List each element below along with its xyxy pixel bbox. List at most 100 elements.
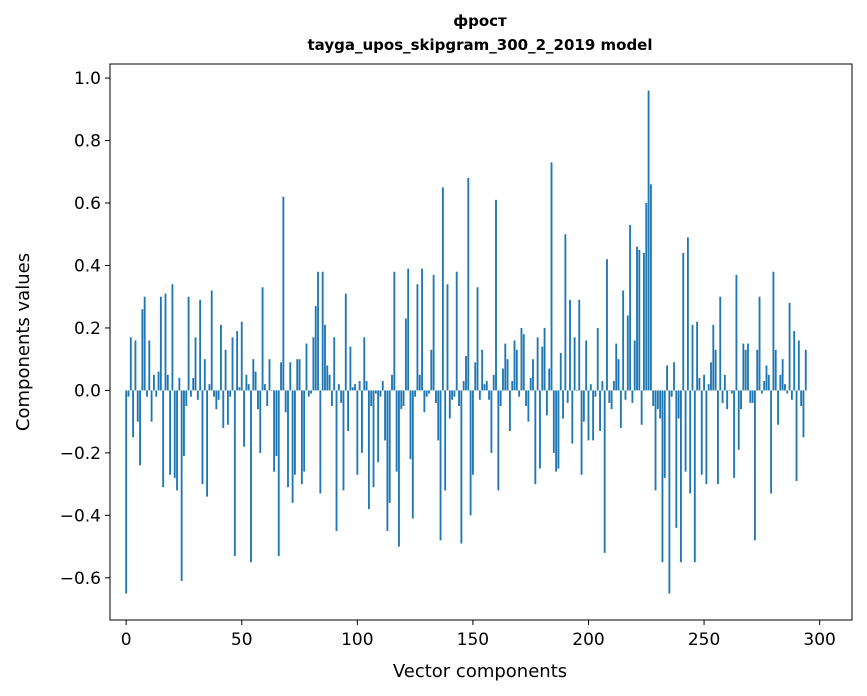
bar-80 bbox=[310, 390, 313, 394]
x-axis-label: Vector components bbox=[393, 661, 567, 682]
bar-84 bbox=[319, 390, 322, 494]
bar-75 bbox=[298, 359, 301, 391]
bar-34 bbox=[203, 359, 206, 391]
bar-90 bbox=[333, 337, 336, 391]
bar-182 bbox=[545, 390, 548, 416]
bar-167 bbox=[511, 381, 514, 391]
bar-131 bbox=[428, 390, 430, 394]
bar-255 bbox=[714, 349, 717, 391]
bar-202 bbox=[592, 390, 595, 441]
bar-292 bbox=[800, 390, 803, 407]
y-tick-label: 0.2 bbox=[74, 319, 101, 339]
bar-36 bbox=[208, 384, 211, 391]
bar-203 bbox=[594, 390, 597, 397]
bar-47 bbox=[233, 390, 236, 556]
bar-241 bbox=[682, 252, 685, 391]
bar-50 bbox=[240, 321, 243, 391]
bar-257 bbox=[719, 296, 722, 391]
bar-7 bbox=[141, 309, 144, 391]
y-tick-label: 0.6 bbox=[74, 194, 101, 214]
bar-66 bbox=[277, 390, 280, 556]
bar-174 bbox=[527, 390, 530, 422]
bar-70 bbox=[287, 390, 289, 488]
bar-208 bbox=[606, 259, 608, 391]
bar-17 bbox=[164, 293, 167, 391]
bar-165 bbox=[506, 359, 509, 391]
bar-240 bbox=[680, 390, 682, 563]
bar-137 bbox=[441, 187, 444, 391]
bar-106 bbox=[370, 390, 373, 407]
bar-284 bbox=[781, 359, 784, 391]
bar-146 bbox=[462, 381, 465, 391]
bar-162 bbox=[499, 390, 502, 407]
bar-130 bbox=[425, 390, 428, 397]
bar-233 bbox=[663, 390, 666, 478]
bar-61 bbox=[266, 390, 269, 407]
bar-67 bbox=[280, 362, 282, 391]
bar-44 bbox=[226, 390, 229, 425]
bar-238 bbox=[675, 390, 678, 528]
bar-15 bbox=[159, 296, 162, 391]
bar-23 bbox=[178, 377, 181, 391]
bar-276 bbox=[763, 381, 766, 391]
bar-53 bbox=[247, 384, 250, 391]
bar-73 bbox=[294, 390, 296, 475]
bar-30 bbox=[194, 337, 197, 391]
bar-236 bbox=[670, 390, 673, 397]
bar-201 bbox=[589, 384, 592, 391]
bar-275 bbox=[760, 390, 763, 394]
bar-228 bbox=[652, 390, 655, 407]
y-tick-label: −0.2 bbox=[60, 444, 101, 464]
bar-175 bbox=[529, 377, 532, 391]
bar-101 bbox=[358, 381, 361, 391]
bar-249 bbox=[700, 390, 703, 475]
bar-99 bbox=[354, 384, 356, 391]
bar-235 bbox=[668, 390, 671, 594]
bar-89 bbox=[330, 390, 333, 407]
bar-160 bbox=[495, 199, 497, 391]
y-tick-label: 1.0 bbox=[74, 69, 101, 89]
bar-224 bbox=[643, 252, 645, 391]
bar-102 bbox=[361, 390, 363, 453]
bar-57 bbox=[257, 390, 259, 410]
y-axis-label: Components values bbox=[13, 253, 34, 431]
bar-79 bbox=[307, 390, 310, 397]
bar-52 bbox=[245, 374, 248, 391]
bar-20 bbox=[171, 284, 174, 391]
bar-143 bbox=[455, 271, 458, 391]
bar-246 bbox=[693, 390, 696, 563]
bar-21 bbox=[173, 390, 176, 478]
bar-27 bbox=[187, 296, 190, 391]
bar-265 bbox=[737, 390, 740, 450]
bar-40 bbox=[217, 390, 220, 400]
bar-219 bbox=[631, 390, 634, 403]
bar-153 bbox=[478, 390, 481, 400]
bar-258 bbox=[721, 390, 724, 403]
bar-197 bbox=[580, 390, 583, 475]
bar-139 bbox=[446, 284, 449, 391]
bar-237 bbox=[673, 362, 675, 391]
bar-56 bbox=[254, 371, 257, 391]
bar-288 bbox=[790, 390, 793, 400]
bar-243 bbox=[686, 237, 689, 391]
bar-169 bbox=[515, 349, 518, 391]
bar-168 bbox=[513, 340, 516, 391]
bar-1 bbox=[127, 390, 130, 397]
bar-211 bbox=[612, 381, 615, 391]
bar-245 bbox=[691, 324, 694, 391]
bar-234 bbox=[666, 365, 668, 391]
bar-118 bbox=[398, 390, 400, 547]
bar-69 bbox=[284, 390, 287, 413]
bar-136 bbox=[439, 390, 442, 541]
bar-194 bbox=[573, 337, 576, 391]
bar-204 bbox=[596, 327, 599, 391]
bar-252 bbox=[707, 384, 710, 391]
bars-group bbox=[125, 90, 807, 594]
bar-185 bbox=[552, 390, 555, 453]
bar-6 bbox=[139, 390, 141, 466]
bar-122 bbox=[407, 268, 410, 391]
bar-95 bbox=[344, 293, 347, 391]
bar-216 bbox=[624, 390, 627, 400]
bar-222 bbox=[638, 249, 641, 391]
bar-250 bbox=[703, 374, 705, 391]
